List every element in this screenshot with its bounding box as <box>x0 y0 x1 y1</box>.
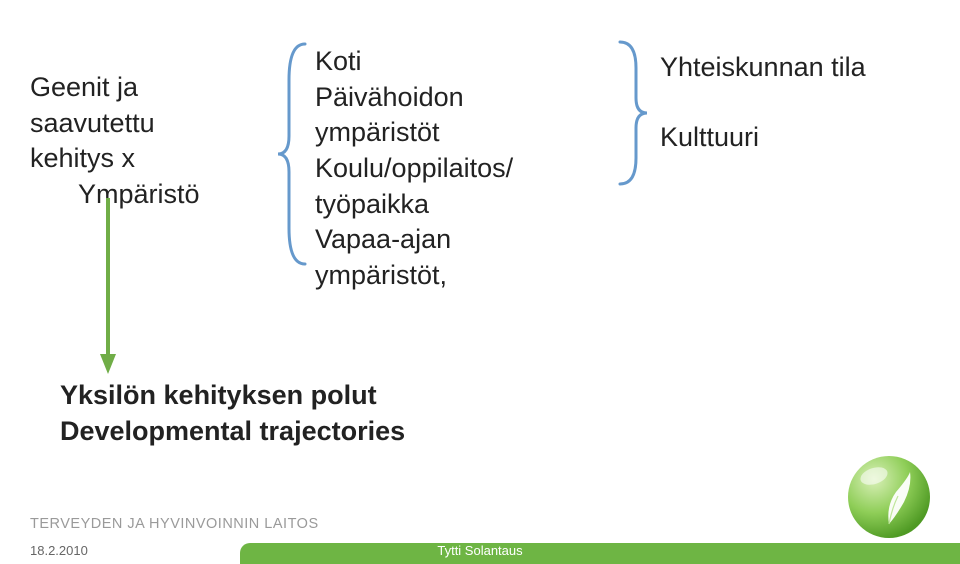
col-mid-l7: ympäristöt, <box>315 258 570 294</box>
slide: Geenit ja saavutettu kehitys x Ympäristö… <box>0 0 960 564</box>
col-mid-l6: Vapaa-ajan <box>315 222 570 258</box>
col-left: Geenit ja saavutettu kehitys x Ympäristö <box>30 70 260 213</box>
col-left-l1: Geenit ja <box>30 70 260 106</box>
institute-name: TERVEYDEN JA HYVINVOINNIN LAITOS <box>30 516 319 532</box>
col-mid-l1: Koti <box>315 44 570 80</box>
logo-sphere <box>846 454 932 540</box>
footer-speaker: Tytti Solantaus <box>0 543 960 558</box>
brace-left <box>275 40 309 268</box>
brace-right <box>616 38 650 188</box>
col-mid-l2: Päivähoidon <box>315 80 570 116</box>
col-right-l1: Yhteiskunnan tila <box>660 50 930 86</box>
col-mid-l4: Koulu/oppilaitos/ <box>315 151 570 187</box>
col-mid-l5: työpaikka <box>315 187 570 223</box>
col-right-l2: Kulttuuri <box>660 120 930 156</box>
col-left-l3: kehitys x <box>30 141 260 177</box>
spacer <box>660 86 930 120</box>
col-right: Yhteiskunnan tila Kulttuuri <box>660 50 930 155</box>
bottom-heading: Yksilön kehityksen polut Developmental t… <box>60 378 405 449</box>
col-mid-l3: ympäristöt <box>315 115 570 151</box>
col-left-l2: saavutettu <box>30 106 260 142</box>
footer: 18.2.2010 Tytti Solantaus <box>0 538 960 564</box>
col-middle: Koti Päivähoidon ympäristöt Koulu/oppila… <box>315 44 570 293</box>
arrow-down <box>98 198 118 381</box>
bottom-l2: Developmental trajectories <box>60 414 405 450</box>
bottom-l1: Yksilön kehityksen polut <box>60 378 405 414</box>
